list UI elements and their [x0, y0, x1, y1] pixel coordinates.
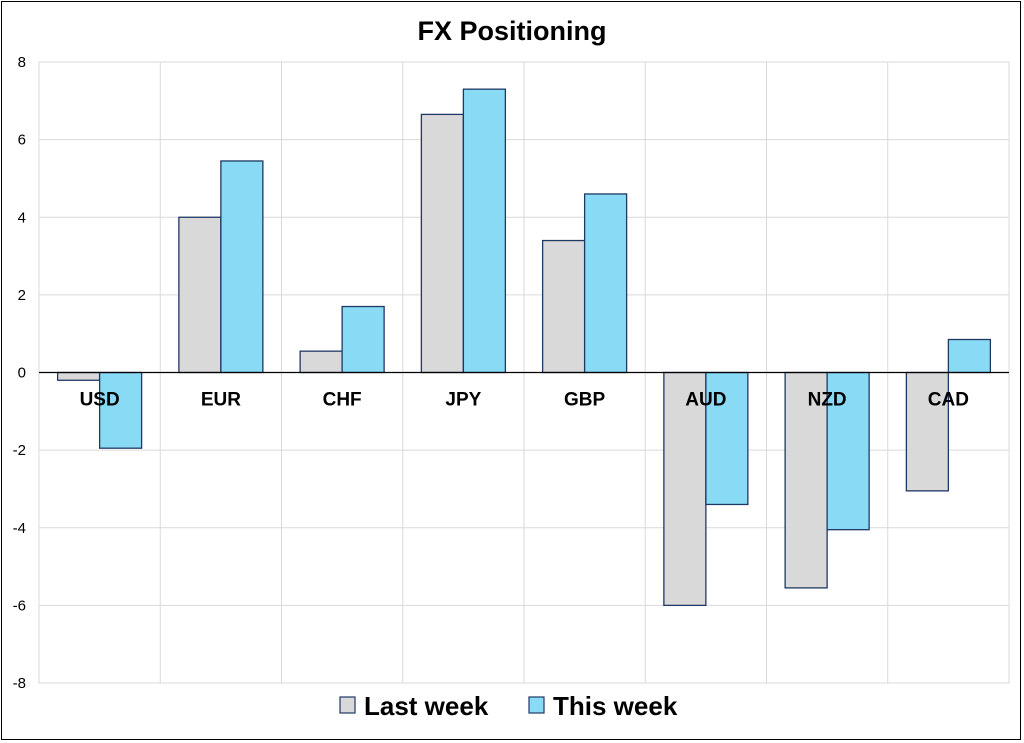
- bar-eur-last-week: [178, 216, 222, 374]
- y-tick-label: 0: [18, 365, 26, 382]
- category-label-eur: EUR: [201, 390, 241, 411]
- bar-chf-this-week: [341, 305, 385, 374]
- legend-swatch-last-week: [339, 696, 356, 714]
- bar-eur-this-week: [220, 160, 264, 374]
- chart-title: FX Positioning: [418, 16, 607, 46]
- bar-chf-last-week: [299, 350, 343, 374]
- y-tick-label: 8: [18, 54, 26, 71]
- category-labels: USD EUR CHF JPY GBP AUD NZD CAD: [80, 390, 969, 411]
- y-axis-ticks: -8 -6 -4 -2 0 2 4 6 8: [13, 54, 26, 692]
- category-label-chf: CHF: [323, 390, 362, 411]
- y-tick-label: -2: [13, 442, 26, 459]
- category-label-cad: CAD: [928, 390, 969, 411]
- y-tick-label: 4: [18, 209, 26, 226]
- y-tick-label: 2: [18, 287, 26, 304]
- y-tick-label: -8: [13, 675, 26, 692]
- bar-usd-last-week: [56, 371, 101, 381]
- bar-nzd-this-week: [826, 371, 870, 531]
- bar-cad-this-week: [947, 338, 992, 374]
- y-tick-label: 6: [18, 132, 26, 149]
- legend-swatch-this-week: [528, 696, 545, 714]
- bar-jpy-last-week: [420, 113, 465, 374]
- y-tick-label: -6: [13, 597, 26, 614]
- y-tick-label: -4: [13, 520, 26, 537]
- legend: Last week This week: [339, 691, 678, 721]
- bar-gbp-this-week: [583, 193, 628, 374]
- category-label-aud: AUD: [685, 390, 726, 411]
- legend-label-this-week: This week: [553, 691, 678, 721]
- category-label-gbp: GBP: [564, 390, 606, 411]
- bar-gbp-last-week: [541, 239, 586, 374]
- category-label-usd: USD: [80, 390, 120, 411]
- bar-jpy-this-week: [462, 88, 507, 374]
- bar-cad-last-week: [905, 371, 950, 492]
- category-label-jpy: JPY: [445, 390, 481, 411]
- category-label-nzd: NZD: [808, 390, 847, 411]
- legend-label-last-week: Last week: [364, 691, 489, 721]
